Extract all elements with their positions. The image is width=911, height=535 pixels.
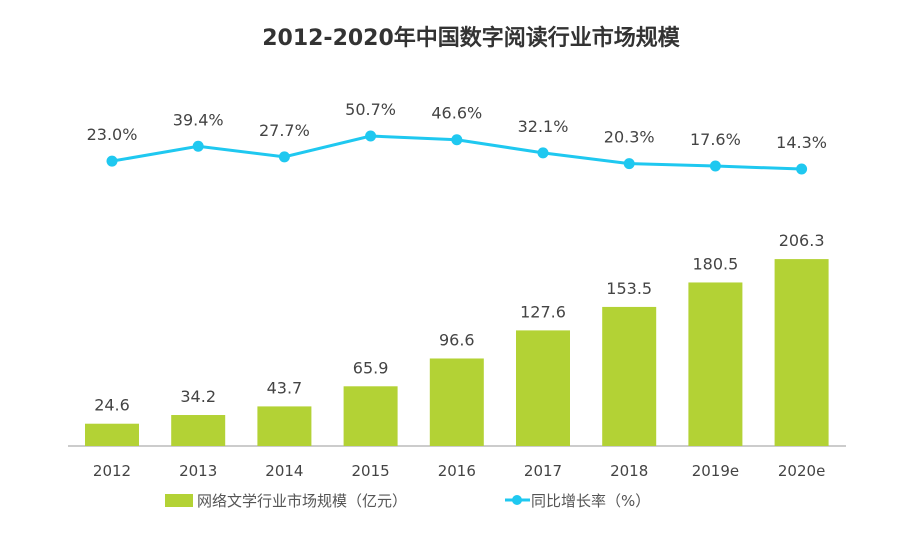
bar bbox=[171, 415, 226, 446]
bar bbox=[602, 306, 657, 446]
x-tick-label: 2018 bbox=[610, 462, 648, 480]
legend-swatch-bar bbox=[165, 494, 193, 507]
line-data-label: 23.0% bbox=[87, 125, 138, 144]
line-data-label: 39.4% bbox=[173, 110, 224, 129]
line-point bbox=[192, 140, 204, 152]
legend-label-bar: 网络文学行业市场规模（亿元） bbox=[197, 492, 407, 510]
line-point bbox=[451, 134, 463, 146]
bar-data-label: 24.6 bbox=[94, 396, 130, 415]
line-data-label: 50.7% bbox=[345, 100, 396, 119]
bar-data-label: 43.7 bbox=[267, 378, 303, 397]
line-point bbox=[365, 130, 377, 142]
x-tick-label: 2019e bbox=[692, 462, 739, 480]
line-data-label: 32.1% bbox=[518, 117, 569, 136]
legend-marker bbox=[512, 495, 522, 505]
bar-data-label: 34.2 bbox=[180, 387, 216, 406]
x-tick-label: 2017 bbox=[524, 462, 562, 480]
bar-data-label: 127.6 bbox=[520, 302, 566, 321]
line-point bbox=[278, 151, 290, 163]
line-data-label: 46.6% bbox=[431, 104, 482, 123]
x-tick-label: 2014 bbox=[265, 462, 303, 480]
line-data-label: 27.7% bbox=[259, 121, 310, 140]
line-point bbox=[106, 155, 118, 167]
line-data-label: 17.6% bbox=[690, 130, 741, 149]
bar bbox=[429, 358, 484, 446]
x-tick-label: 2012 bbox=[93, 462, 131, 480]
x-tick-label: 2020e bbox=[778, 462, 825, 480]
line-point bbox=[623, 158, 635, 170]
legend-label-line: 同比增长率（%） bbox=[531, 492, 650, 510]
line-data-label: 14.3% bbox=[776, 133, 827, 152]
bar bbox=[516, 330, 570, 446]
line-data-label: 20.3% bbox=[604, 128, 655, 147]
line-point bbox=[709, 160, 721, 172]
line-point bbox=[796, 163, 808, 175]
line-point bbox=[537, 147, 549, 159]
bar-data-label: 65.9 bbox=[353, 358, 389, 377]
chart-title: 2012-2020年中国数字阅读行业市场规模 bbox=[262, 25, 681, 51]
bar bbox=[688, 282, 743, 446]
bar bbox=[257, 406, 312, 446]
bar bbox=[85, 423, 139, 446]
bar-data-label: 180.5 bbox=[692, 254, 738, 273]
x-tick-label: 2013 bbox=[179, 462, 217, 480]
bar bbox=[343, 386, 398, 446]
bar-data-label: 96.6 bbox=[439, 330, 475, 349]
x-tick-label: 2016 bbox=[438, 462, 476, 480]
bar bbox=[774, 259, 829, 446]
bar-data-label: 206.3 bbox=[779, 231, 825, 250]
x-tick-label: 2015 bbox=[352, 462, 390, 480]
bar-data-label: 153.5 bbox=[606, 279, 652, 298]
